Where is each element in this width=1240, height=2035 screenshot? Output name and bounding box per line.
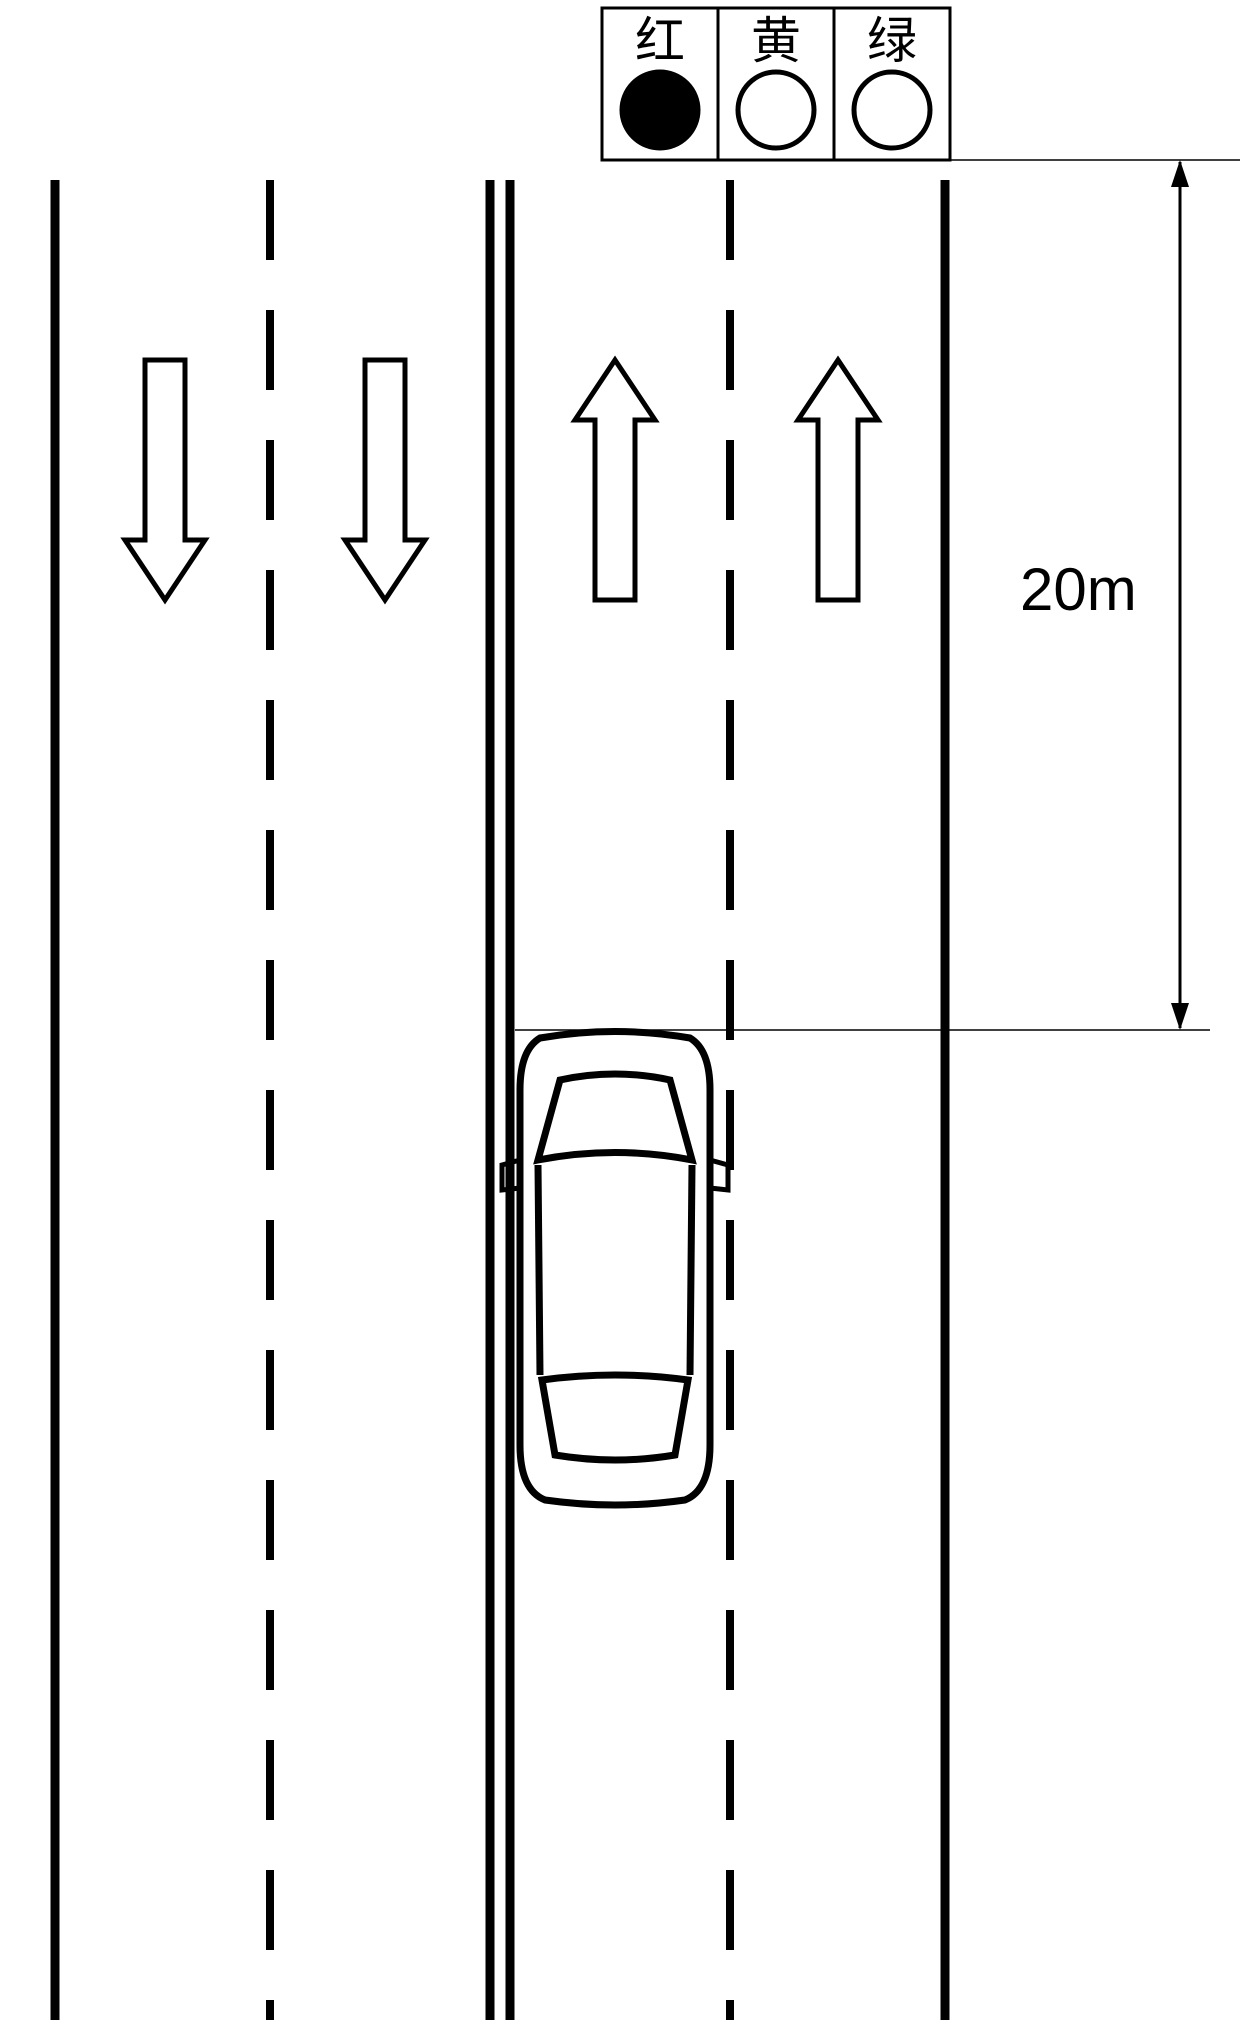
traffic-light-label-green: 绿 [867, 13, 917, 69]
traffic-light-red-circle [622, 72, 698, 148]
traffic-light-label-red: 红 [635, 13, 685, 69]
car-right-line [690, 1165, 692, 1375]
direction-arrows [125, 360, 878, 600]
dimension-arrow-bottom [1171, 1003, 1189, 1030]
traffic-light: 红 黄 绿 [602, 8, 950, 160]
arrow-up-1 [575, 360, 655, 600]
traffic-light-green-circle [854, 72, 930, 148]
arrow-down-1 [125, 360, 205, 600]
arrow-up-2 [798, 360, 878, 600]
dimension-arrow-top [1171, 160, 1189, 187]
dimension-label: 20m [1020, 556, 1137, 623]
traffic-light-yellow-circle [738, 72, 814, 148]
road-diagram: 红 黄 绿 20m [0, 0, 1240, 2035]
car-rear-window [542, 1375, 688, 1460]
arrow-down-2 [345, 360, 425, 600]
dimension: 20m [515, 160, 1240, 1030]
car [502, 1032, 728, 1506]
traffic-light-label-yellow: 黄 [751, 13, 801, 69]
car-windshield [538, 1074, 692, 1160]
car-left-line [538, 1165, 540, 1375]
road [55, 180, 945, 2020]
